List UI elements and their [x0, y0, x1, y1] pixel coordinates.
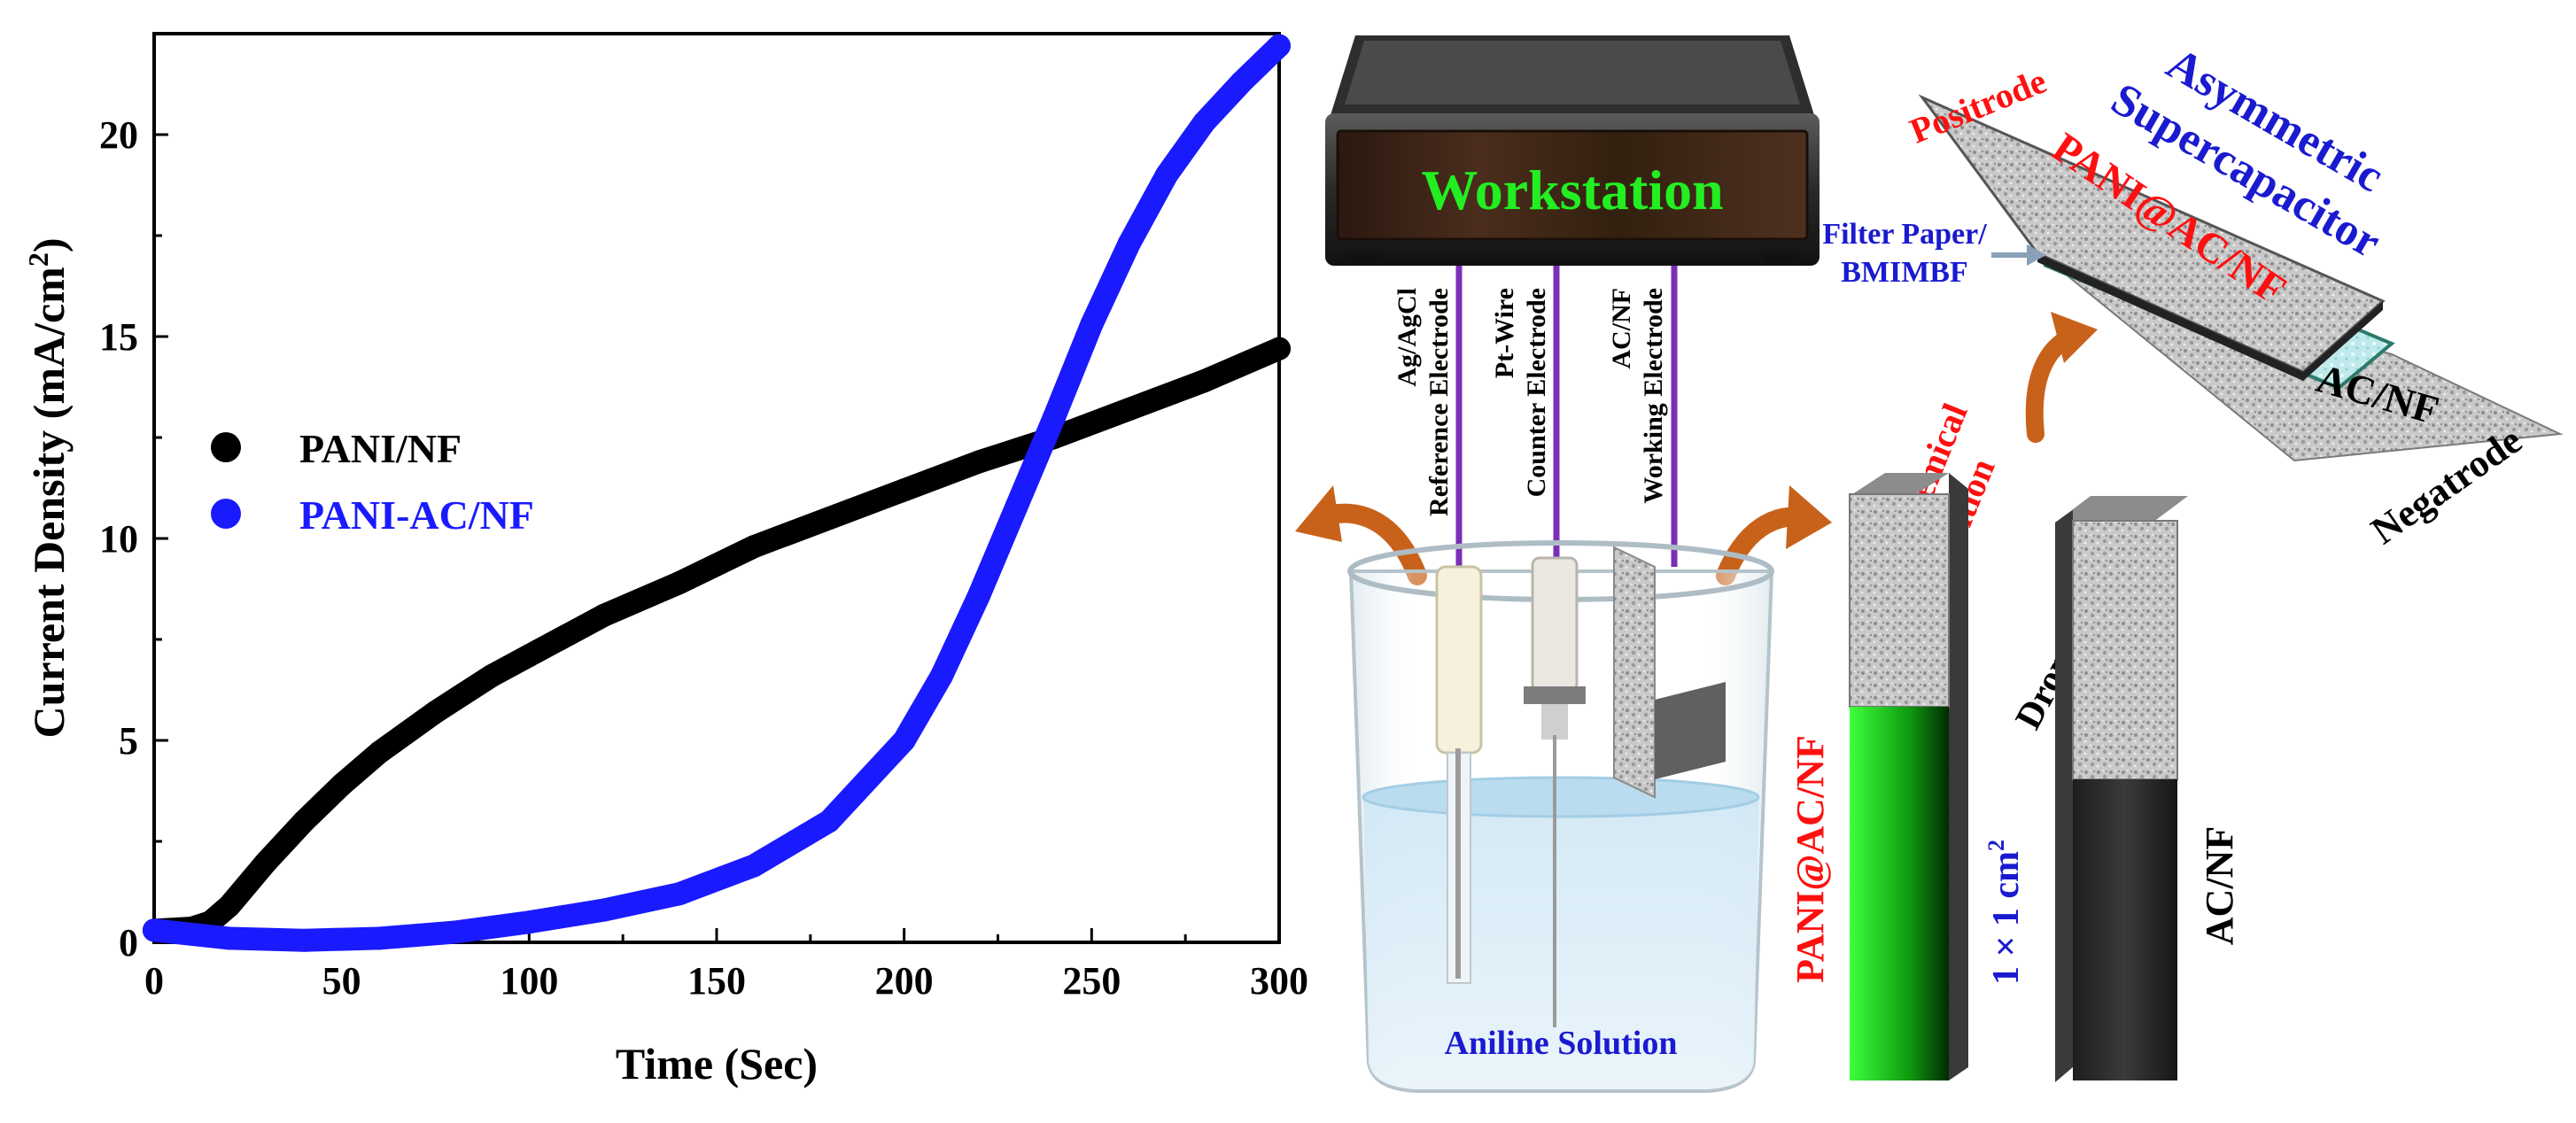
data-point: [818, 809, 841, 833]
beaker-label: Aniline Solution: [1445, 1025, 1678, 1062]
series-layer: [143, 34, 1291, 952]
data-point: [368, 740, 391, 764]
curved-arrow-up: [2025, 312, 2098, 443]
legend: PANI/NF PANI-AC/NF: [211, 426, 534, 538]
separator-label: Filter Paper/BMIMBF: [1822, 218, 1987, 289]
beaker-illustration: Aniline Solution: [1347, 540, 1774, 1093]
counter-electrode: [1531, 556, 1579, 693]
x-axis-label: Time (Sec): [616, 1039, 818, 1088]
y-axis-label: Current Density (mA/cm2): [22, 238, 74, 739]
data-point: [330, 773, 353, 797]
x-tick-label: 50: [322, 959, 361, 1003]
legend-label-pani-ac-nf: PANI-AC/NF: [299, 492, 534, 538]
x-tick-label: 200: [875, 959, 934, 1003]
data-point: [892, 729, 916, 752]
legend-marker-pani-nf: [211, 432, 241, 462]
reference-electrode-label: Ag/AgCl Reference Electrode: [1393, 288, 1454, 516]
pani-strip-label: PANI@AC/NF: [1788, 735, 1832, 983]
acnf-strip: [2055, 496, 2188, 1082]
reference-electrode: [1435, 565, 1483, 755]
data-point: [255, 849, 278, 873]
y-axis-label-superscript: 2: [22, 252, 54, 267]
data-point: [667, 571, 691, 595]
separator-pointer-arrow: [1991, 244, 2046, 266]
y-tick-label: 5: [119, 719, 138, 763]
electrode-labels: Ag/AgCl Reference Electrode Pt-Wire Counte…: [1393, 288, 1668, 516]
data-point: [818, 507, 841, 531]
counter-electrode-label: Pt-Wire Counter Electrode: [1490, 288, 1551, 497]
x-tick-label: 100: [500, 959, 558, 1003]
y-tick-label: 20: [99, 113, 138, 157]
electrode-wires: [1455, 266, 1678, 567]
curved-arrow-left: [1295, 485, 1427, 585]
data-point: [292, 809, 316, 833]
data-point: [517, 644, 541, 668]
data-point: [1268, 337, 1291, 360]
data-point: [1268, 34, 1291, 58]
y-axis-label-close: ): [24, 238, 74, 253]
supercapacitor-illustration: [1918, 94, 2564, 462]
legend-label-pani-nf: PANI/NF: [299, 426, 462, 471]
data-point: [1192, 369, 1216, 393]
y-tick-label: 15: [99, 315, 138, 359]
data-point: [292, 928, 316, 952]
data-point: [930, 664, 953, 688]
data-point: [1005, 494, 1028, 518]
curved-arrow-right: [1716, 485, 1832, 585]
area-label-superscript: 2: [1983, 840, 2009, 851]
schematic-diagram: Workstation Ag/AgCl Reference Electrode P…: [1295, 35, 2564, 1093]
x-tick-label: 250: [1062, 959, 1121, 1003]
y-axis-ticks: 0 5 10 15 20: [99, 113, 168, 964]
working-electrode-label: AC/NF Working Electrode: [1607, 288, 1668, 504]
x-tick-label: 300: [1250, 959, 1308, 1003]
data-point: [742, 854, 766, 878]
data-point: [1117, 232, 1141, 256]
acnf-strip-label: AC/NF: [2198, 826, 2241, 945]
data-point: [892, 478, 916, 502]
data-point: [967, 583, 991, 607]
y-tick-label: 10: [99, 517, 138, 561]
data-point: [217, 926, 241, 950]
working-electrode: [1613, 546, 1656, 799]
area-label: 1 × 1 cm2: [1983, 840, 2027, 985]
pani-acnf-strip: [1849, 473, 1968, 1080]
legend-marker-pani-ac-nf: [211, 499, 241, 529]
solution-surface: [1362, 776, 1760, 818]
data-point: [1192, 111, 1216, 135]
data-point: [593, 898, 616, 922]
workstation-label: Workstation: [1421, 159, 1723, 221]
x-tick-label: 0: [144, 959, 164, 1003]
x-axis-ticks: 0 50 100 150 200 250 300: [144, 928, 1308, 1003]
workstation-panel: [1336, 129, 1809, 241]
chronoamperometry-chart: 0 50 100 150 200 250 300 0 5 10 15 20 Time (Sec) C…: [22, 32, 1308, 1088]
data-point: [742, 535, 766, 559]
workstation-illustration: Workstation: [1325, 35, 1819, 266]
data-point: [368, 926, 391, 950]
data-point: [667, 882, 691, 906]
data-point: [1080, 313, 1104, 337]
data-point: [967, 450, 991, 474]
data-point: [423, 701, 447, 724]
data-point: [217, 894, 241, 918]
data-point: [1230, 70, 1253, 94]
data-point: [593, 603, 616, 627]
data-point: [1117, 398, 1141, 422]
data-point: [1043, 406, 1066, 430]
data-point: [480, 664, 503, 688]
data-point: [442, 920, 466, 944]
y-tick-label: 0: [119, 921, 138, 964]
data-point: [517, 910, 541, 934]
data-point: [143, 918, 166, 942]
x-tick-label: 150: [687, 959, 746, 1003]
data-point: [1155, 163, 1178, 187]
